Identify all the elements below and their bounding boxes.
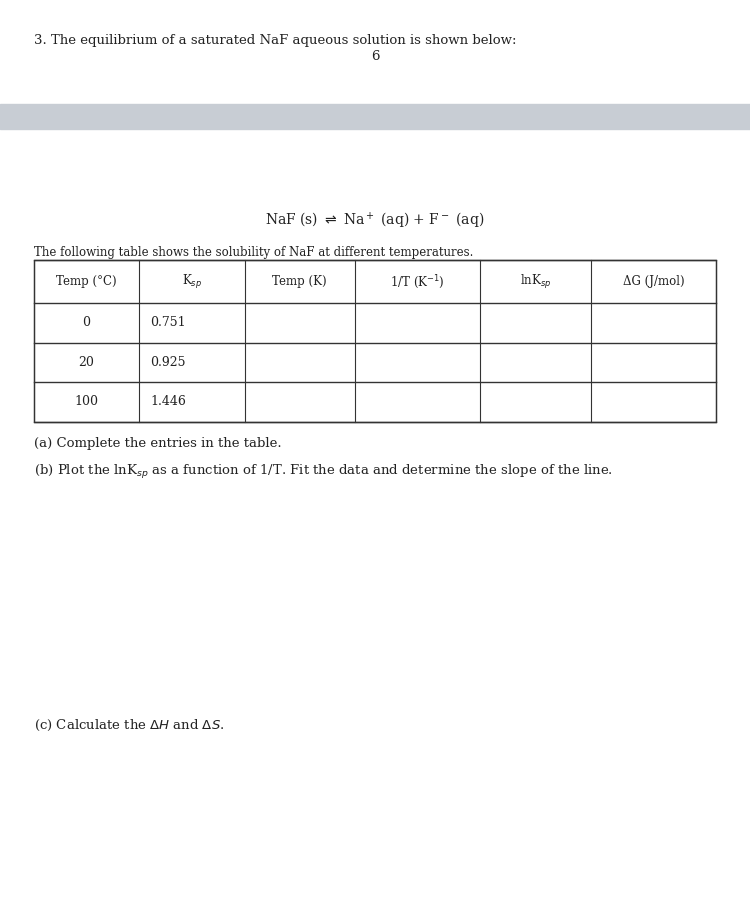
Text: (c) Calculate the $\Delta H$ and $\Delta S$.: (c) Calculate the $\Delta H$ and $\Delta… (34, 718, 224, 733)
Text: 20: 20 (79, 356, 94, 369)
Text: 1.446: 1.446 (151, 396, 186, 408)
Text: (b) Plot the lnK$_{sp}$ as a function of 1/T. Fit the data and determine the slo: (b) Plot the lnK$_{sp}$ as a function of… (34, 463, 613, 481)
Text: 0.751: 0.751 (151, 317, 186, 329)
Text: 100: 100 (74, 396, 98, 408)
Text: The following table shows the solubility of NaF at different temperatures.: The following table shows the solubility… (34, 246, 473, 258)
Text: 3. The equilibrium of a saturated NaF aqueous solution is shown below:: 3. The equilibrium of a saturated NaF aq… (34, 34, 516, 47)
Text: 1/T (K$^{-1}$): 1/T (K$^{-1}$) (390, 273, 445, 291)
Text: Temp (°C): Temp (°C) (56, 275, 117, 288)
Text: Temp (K): Temp (K) (272, 275, 327, 288)
Bar (0, 104, 750, 129)
Text: 0.925: 0.925 (151, 356, 186, 369)
Text: (a) Complete the entries in the table.: (a) Complete the entries in the table. (34, 437, 281, 449)
Text: ΔG (J/mol): ΔG (J/mol) (622, 275, 684, 288)
Text: lnK$_{sp}$: lnK$_{sp}$ (520, 273, 551, 291)
Text: NaF (s) $\rightleftharpoons$ Na$^+$ (aq) + F$^-$ (aq): NaF (s) $\rightleftharpoons$ Na$^+$ (aq)… (266, 211, 484, 231)
Bar (34, 260, 716, 422)
Text: 6: 6 (370, 50, 380, 63)
Text: 0: 0 (82, 317, 91, 329)
Text: K$_{sp}$: K$_{sp}$ (182, 273, 202, 291)
